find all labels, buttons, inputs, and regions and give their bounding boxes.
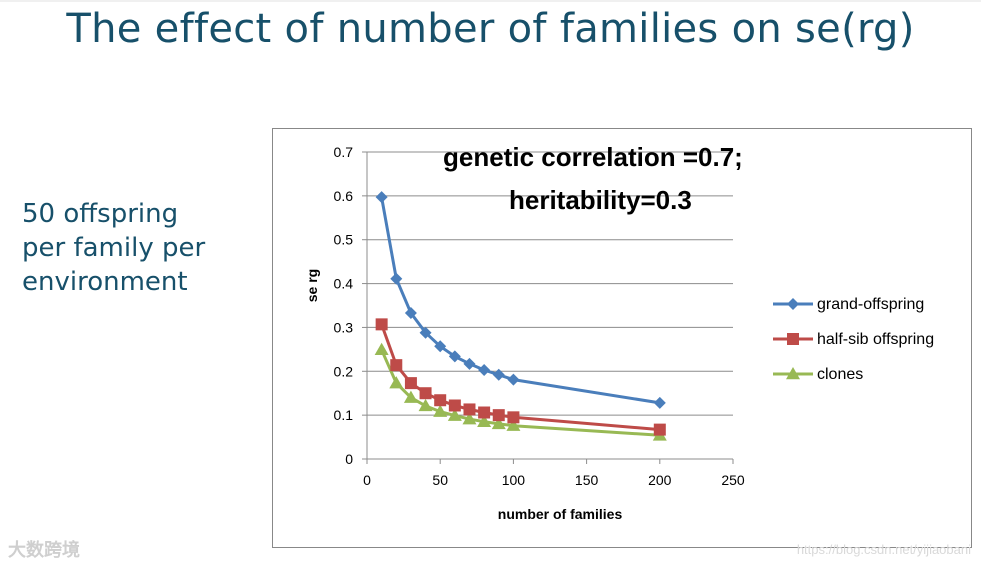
series-1-point-7 bbox=[478, 406, 491, 419]
series-1-point-1 bbox=[390, 359, 403, 372]
series-1-point-5 bbox=[448, 399, 461, 412]
series-line-1 bbox=[380, 323, 660, 432]
series-2-point-6 bbox=[462, 412, 477, 425]
series-1-point-10 bbox=[653, 423, 666, 436]
series-2-point-3 bbox=[418, 398, 433, 412]
watermark-url: https://blog.csdn.net/yijiaobani bbox=[796, 542, 971, 557]
series-0-point-3 bbox=[419, 326, 432, 339]
series-1-point-3 bbox=[419, 387, 432, 400]
x-tick-label-2: 100 bbox=[502, 472, 526, 488]
series-1-point-0 bbox=[375, 318, 388, 331]
series-2-point-5 bbox=[447, 408, 462, 421]
series-0-point-10 bbox=[653, 396, 666, 409]
y-axis-label: se rg bbox=[304, 269, 320, 302]
series-0-point-5 bbox=[448, 350, 461, 363]
x-tick-label-1: 50 bbox=[432, 472, 448, 488]
legend: grand-offspring half-sib offspring clones bbox=[773, 296, 934, 383]
series-0-point-4 bbox=[434, 340, 447, 353]
legend-label-1: half-sib offspring bbox=[817, 331, 934, 348]
axes bbox=[362, 151, 734, 464]
series-0-point-0 bbox=[375, 191, 388, 204]
series-0-point-9 bbox=[507, 373, 520, 386]
chart-title-line-2: heritability=0.3 bbox=[509, 185, 692, 215]
y-tick-label-1: 0.1 bbox=[334, 407, 354, 423]
y-tick-label-0: 0 bbox=[345, 451, 353, 467]
x-tick-label-4: 200 bbox=[648, 472, 672, 488]
watermark-logo-text: 大数跨境 bbox=[8, 540, 80, 561]
series-2-point-0 bbox=[374, 342, 389, 356]
chart-frame: 0 0.1 0.2 0.3 0.4 0.5 0.6 0.7 0 50 100 150 200 250 num… bbox=[272, 128, 972, 548]
line-chart: 0 0.1 0.2 0.3 0.4 0.5 0.6 0.7 0 50 100 150 200 250 num… bbox=[304, 142, 934, 522]
y-tick-label-7: 0.7 bbox=[334, 144, 354, 160]
title-rule bbox=[0, 0, 981, 2]
legend-marker-2 bbox=[786, 367, 800, 380]
x-axis-label: number of families bbox=[498, 506, 623, 522]
series-1-point-2 bbox=[404, 377, 417, 390]
series-2-point-8 bbox=[491, 416, 506, 430]
series-2-point-1 bbox=[389, 376, 404, 389]
side-note-line-3: environment bbox=[22, 267, 188, 297]
legend-label-2: clones bbox=[817, 366, 863, 383]
y-tick-label-3: 0.3 bbox=[334, 319, 354, 335]
series-2-point-2 bbox=[403, 390, 418, 403]
chart-text: 0 0.1 0.2 0.3 0.4 0.5 0.6 0.7 0 50 100 150 200 250 num… bbox=[304, 142, 745, 522]
series-2-point-7 bbox=[477, 414, 492, 427]
y-tick-label-5: 0.5 bbox=[334, 232, 354, 248]
y-tick-label-2: 0.2 bbox=[334, 363, 354, 379]
legend-label-0: grand-offspring bbox=[817, 296, 924, 313]
series-1-point-4 bbox=[434, 394, 447, 407]
series-2-point-9 bbox=[506, 418, 521, 431]
series-2-point-4 bbox=[433, 404, 448, 417]
series-1-point-6 bbox=[463, 403, 476, 416]
chart-title-line-1: genetic correlation =0.7; bbox=[443, 142, 743, 172]
series-0-point-7 bbox=[478, 363, 491, 376]
series-group bbox=[374, 191, 667, 441]
legend-marker-1 bbox=[787, 333, 799, 345]
series-0-point-2 bbox=[404, 306, 417, 319]
side-note-line-1: 50 offspring bbox=[22, 199, 179, 229]
x-tick-label-0: 0 bbox=[363, 472, 371, 488]
series-1-point-9 bbox=[507, 411, 520, 424]
side-note-line-2: per family per bbox=[22, 233, 206, 263]
y-tick-label-4: 0.4 bbox=[334, 276, 354, 292]
slide-title: The effect of number of families on se(r… bbox=[66, 6, 915, 52]
series-0-point-6 bbox=[463, 357, 476, 370]
legend-marker-0 bbox=[787, 298, 799, 310]
x-tick-label-3: 150 bbox=[575, 472, 599, 488]
series-line-0 bbox=[380, 196, 661, 405]
series-0-point-8 bbox=[492, 368, 505, 381]
y-tick-label-6: 0.6 bbox=[334, 188, 354, 204]
series-1-point-8 bbox=[492, 409, 505, 422]
gridlines bbox=[367, 151, 733, 416]
x-tick-label-5: 250 bbox=[721, 472, 745, 488]
series-0-point-1 bbox=[390, 272, 403, 285]
side-note: 50 offspring per family per environment bbox=[22, 197, 262, 299]
watermark-logo: 大数跨境 bbox=[8, 536, 80, 562]
